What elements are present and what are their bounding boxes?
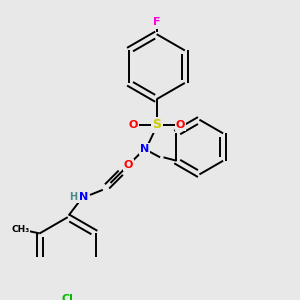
Text: N: N	[79, 192, 88, 202]
Text: O: O	[176, 120, 185, 130]
Text: CH₃: CH₃	[12, 225, 30, 234]
Text: O: O	[128, 120, 137, 130]
Text: S: S	[152, 118, 161, 131]
Text: O: O	[124, 160, 133, 170]
Text: F: F	[153, 17, 160, 27]
Text: Cl: Cl	[62, 294, 74, 300]
Text: H: H	[69, 192, 77, 202]
Text: N: N	[140, 144, 149, 154]
